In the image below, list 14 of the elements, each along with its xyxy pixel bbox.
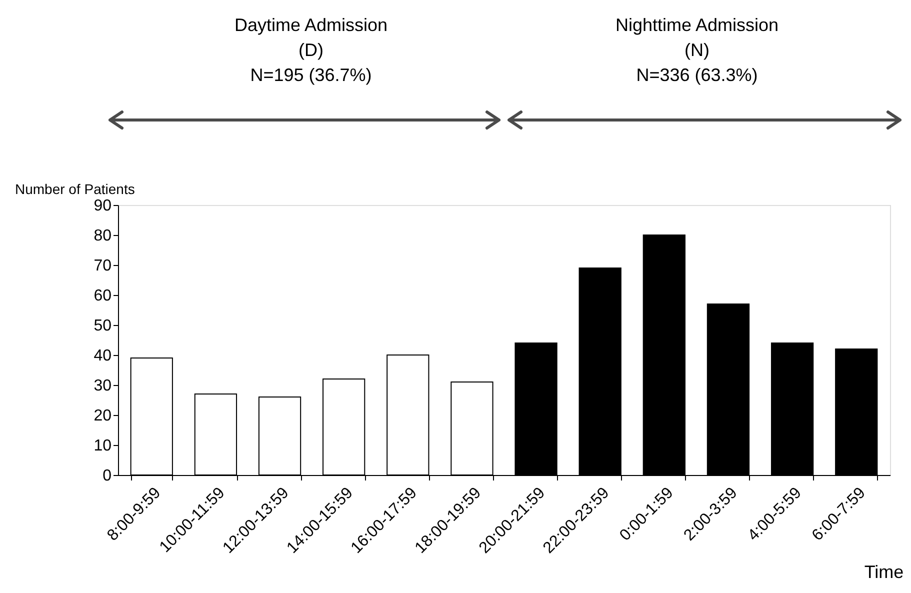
text: Nighttime Admission (N) N=336 (63.3%) [615,15,779,85]
y-tick-label: 40 [94,348,112,364]
y-tick-label: 80 [94,228,112,244]
y-tick-label: 0 [102,468,112,484]
y-tick-label: 20 [94,408,112,424]
y-tick-label: 90 [94,198,112,214]
y-tick-label: 60 [94,288,112,304]
y-axis-title: Number of Patients [15,181,135,197]
y-tick-label: 50 [94,318,112,334]
x-axis-title: Time [864,562,904,582]
y-tick-label: 70 [94,258,112,274]
y-tick-label: 30 [94,378,112,394]
text: Daytime Admission (D) N=195 (36.7%) [234,15,388,85]
y-tick-label: 10 [94,438,112,454]
